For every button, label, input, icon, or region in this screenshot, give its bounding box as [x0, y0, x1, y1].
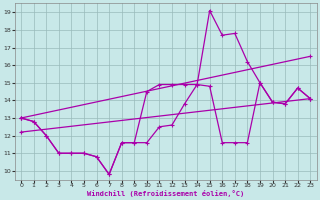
X-axis label: Windchill (Refroidissement éolien,°C): Windchill (Refroidissement éolien,°C)	[87, 190, 244, 197]
